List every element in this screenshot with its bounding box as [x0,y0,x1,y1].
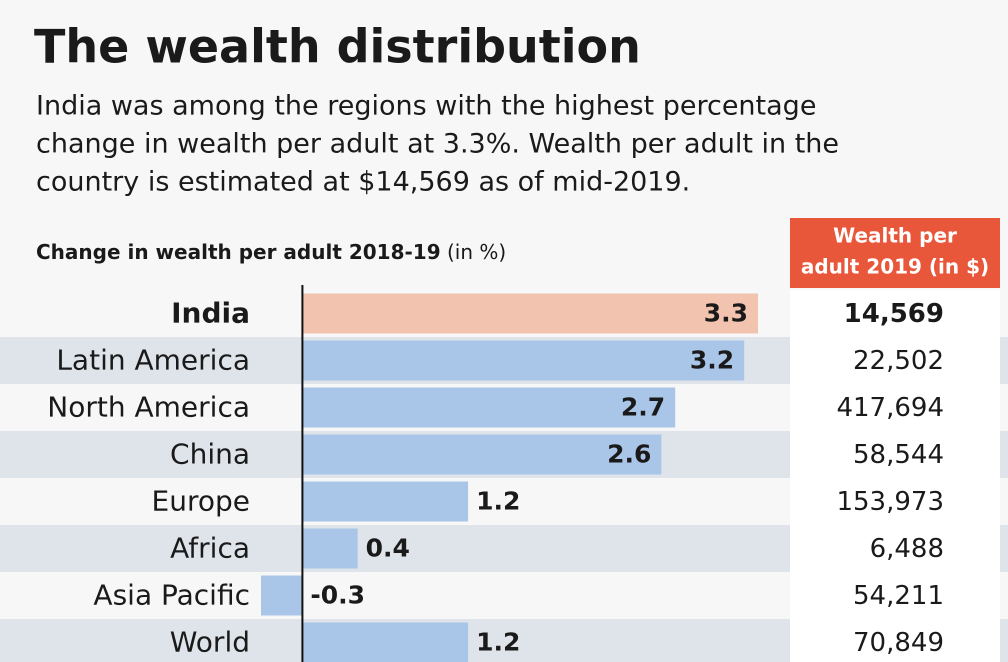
table-cell: 70,849 [853,628,944,658]
axis-unit: (in %) [447,240,506,264]
bar [302,340,745,381]
table-cell: 22,502 [853,346,944,376]
table-cell: 54,211 [853,581,944,611]
table-cell: 14,569 [844,299,944,329]
table-column [790,290,1000,662]
value-label: 2.6 [607,440,651,469]
bar [302,293,758,334]
value-label: 1.2 [476,628,520,657]
bar [302,387,676,428]
subtitle-line: change in wealth per adult at 3.3%. Weal… [36,129,839,160]
bar [261,575,303,616]
table-cell: 417,694 [836,393,944,423]
bar [302,528,358,569]
category-label: Africa [170,532,250,565]
value-label: 2.7 [621,393,665,422]
value-label: 3.2 [690,346,734,375]
table-cell: 58,544 [853,440,944,470]
chart-title: The wealth distribution [34,20,641,74]
table-header: adult 2019 (in $) [801,255,989,279]
bar [302,434,662,475]
subtitle-line: India was among the regions with the hig… [36,91,816,122]
value-label: 1.2 [476,487,520,516]
value-label: 0.4 [366,534,410,563]
table-header-box [790,218,1000,288]
bar [302,481,469,522]
table-cell: 153,973 [836,487,944,517]
category-label: China [170,438,250,471]
category-label: Asia Pacific [93,579,250,612]
table-cell: 6,488 [870,534,944,564]
category-label: World [170,626,250,659]
table-header: Wealth per [833,224,957,248]
subtitle-line: country is estimated at $14,569 as of mi… [36,167,690,198]
category-label: Europe [152,485,250,518]
axis-label: Change in wealth per adult 2018-19 [36,240,441,264]
category-label: Latin America [56,344,250,377]
bar [302,622,469,662]
value-label: 3.3 [704,299,748,328]
axis-title: Change in wealth per adult 2018-19 (in %… [36,240,506,264]
category-label: India [171,297,250,330]
value-label: -0.3 [310,581,365,610]
category-label: North America [47,391,250,424]
